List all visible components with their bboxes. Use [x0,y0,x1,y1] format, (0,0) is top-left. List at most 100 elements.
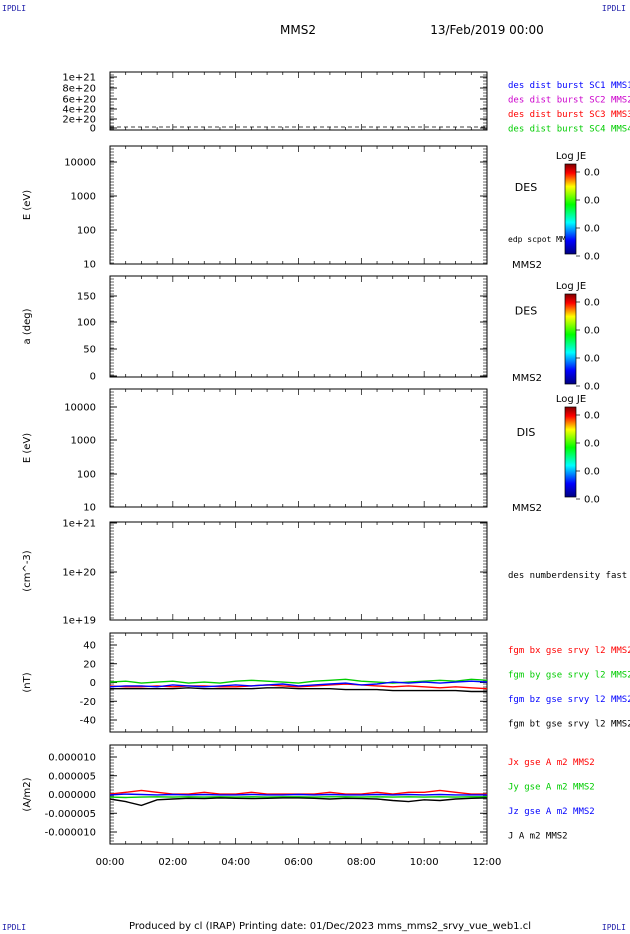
panel-bottom-label: MMS2 [512,503,542,514]
y-tick-label: 4e+20 [62,105,96,116]
colorbar-title: Log JE [556,394,586,405]
colorbar-tick-label: 0.0 [584,467,600,478]
y-tick-label: 0 [90,124,96,135]
y-tick-label: -20 [80,697,96,708]
legend-entry: fgm by gse srvy l2 MMS2 [508,671,630,681]
legend-entry: J A m2 MMS2 [508,832,568,842]
y-tick-label: 0 [90,372,96,383]
x-tick-label: 12:00 [473,857,502,868]
corner-label-top-left: IPDLI [2,4,27,13]
y-tick-label: 0.000000 [48,790,96,801]
legend-entry: des dist burst SC4 MMS4 [508,125,630,135]
y-tick-label: 100 [77,226,96,237]
y-tick-label: 1e+19 [62,616,96,627]
colorbar-tick-label: 0.0 [584,168,600,179]
legend-entry: fgm bx gse srvy l2 MMS2 [508,646,630,656]
corner-label-top-right: IPDLI [601,4,626,13]
y-axis-label: (A/m2) [22,777,33,811]
legend-entry: Jx gse A m2 MMS2 [508,758,595,768]
colorbar-title: Log JE [556,151,586,162]
y-tick-label: 10000 [64,158,96,169]
colorbar-tick-label: 0.0 [584,252,600,263]
series-line-3 [110,687,487,693]
panel-bottom-label: MMS2 [512,373,542,384]
series-line-2 [109,793,487,796]
series-line-2 [109,680,488,688]
y-tick-label: 0.000010 [48,753,96,764]
y-tick-label: 10000 [64,403,96,414]
colorbar-tick-label: 0.0 [584,411,600,422]
x-tick-label: 08:00 [347,857,376,868]
legend-entry: fgm bt gse srvy l2 MMS2 [508,720,630,730]
y-tick-label: 0 [90,678,96,689]
y-tick-label: -0.000010 [45,828,96,839]
colorbar-tick-label: 0.0 [584,224,600,235]
x-tick-label: 04:00 [221,857,250,868]
series-line-1 [109,796,487,799]
y-tick-label: 1000 [71,436,96,447]
panel-frame [109,145,488,265]
panel-frame [109,388,488,508]
panel-frame [109,71,488,131]
panel-side-sublabel: edp scpot MMS2 [508,235,576,244]
colorbar-tick-label: 0.0 [584,382,600,393]
y-axis-label: E (eV) [22,433,33,463]
y-axis-label: a (deg) [22,308,33,344]
y-tick-label: 1e+21 [62,519,96,530]
legend-entry: des dist burst SC3 MMS3 [508,110,630,120]
colorbar [564,163,577,255]
x-tick-label: 00:00 [96,857,125,868]
y-tick-label: 20 [83,659,96,670]
x-tick-label: 06:00 [284,857,313,868]
x-tick-label: 10:00 [410,857,439,868]
y-tick-label: 150 [77,292,96,303]
colorbar-tick-label: 0.0 [584,326,600,337]
y-tick-label: 0.000005 [48,771,96,782]
colorbar [564,406,577,498]
y-tick-label: 100 [77,318,96,329]
y-tick-label: 1000 [71,192,96,203]
panel-side-label: DES [515,305,537,318]
y-tick-label: 1e+20 [62,568,96,579]
panel-frame [109,521,488,621]
panel-side-label: des numberdensity fast M [508,571,630,581]
y-tick-label: 40 [83,641,96,652]
panel-side-label: DES [515,181,537,194]
series-line-0 [109,683,488,690]
colorbar-tick-label: 0.0 [584,495,600,506]
legend-entry: fgm bz gse srvy l2 MMS2 [508,695,630,705]
colorbar-tick-label: 0.0 [584,354,600,365]
y-tick-label: -0.000005 [45,809,96,820]
chart-datetime: 13/Feb/2019 00:00 [430,23,544,37]
legend-entry: des dist burst SC1 MMS1 [508,81,630,91]
y-tick-label: 50 [83,345,96,356]
chart-title: MMS2 [280,23,316,37]
y-axis-label: (cm^-3) [22,550,33,591]
corner-label-bottom-right: IPDLI [601,923,626,932]
colorbar-tick-label: 0.0 [584,196,600,207]
y-tick-label: 10 [83,260,96,271]
corner-label-bottom-left: IPDLI [2,923,27,932]
y-tick-label: 100 [77,470,96,481]
colorbar-tick-label: 0.0 [584,439,600,450]
y-tick-label: 8e+20 [62,84,96,95]
series-line-3 [109,797,488,807]
colorbar [564,293,577,385]
y-axis-label: E (eV) [22,190,33,220]
chart-footer: Produced by cl (IRAP) Printing date: 01/… [129,921,531,932]
colorbar-title: Log JE [556,281,586,292]
y-tick-label: -40 [80,716,96,727]
x-tick-label: 02:00 [158,857,187,868]
legend-entry: Jy gse A m2 MMS2 [508,783,595,793]
colorbar-tick-label: 0.0 [584,298,600,309]
panel-bottom-label: MMS2 [512,260,542,271]
panel-frame [109,275,488,378]
y-axis-label: (nT) [22,672,33,692]
y-tick-label: 1e+21 [62,73,96,84]
series-line-1 [109,678,488,684]
legend-entry: des dist burst SC2 MMS2 [508,96,630,106]
y-tick-label: 10 [83,503,96,514]
panel-side-label: DIS [517,426,536,439]
legend-entry: Jz gse A m2 MMS2 [508,807,595,817]
